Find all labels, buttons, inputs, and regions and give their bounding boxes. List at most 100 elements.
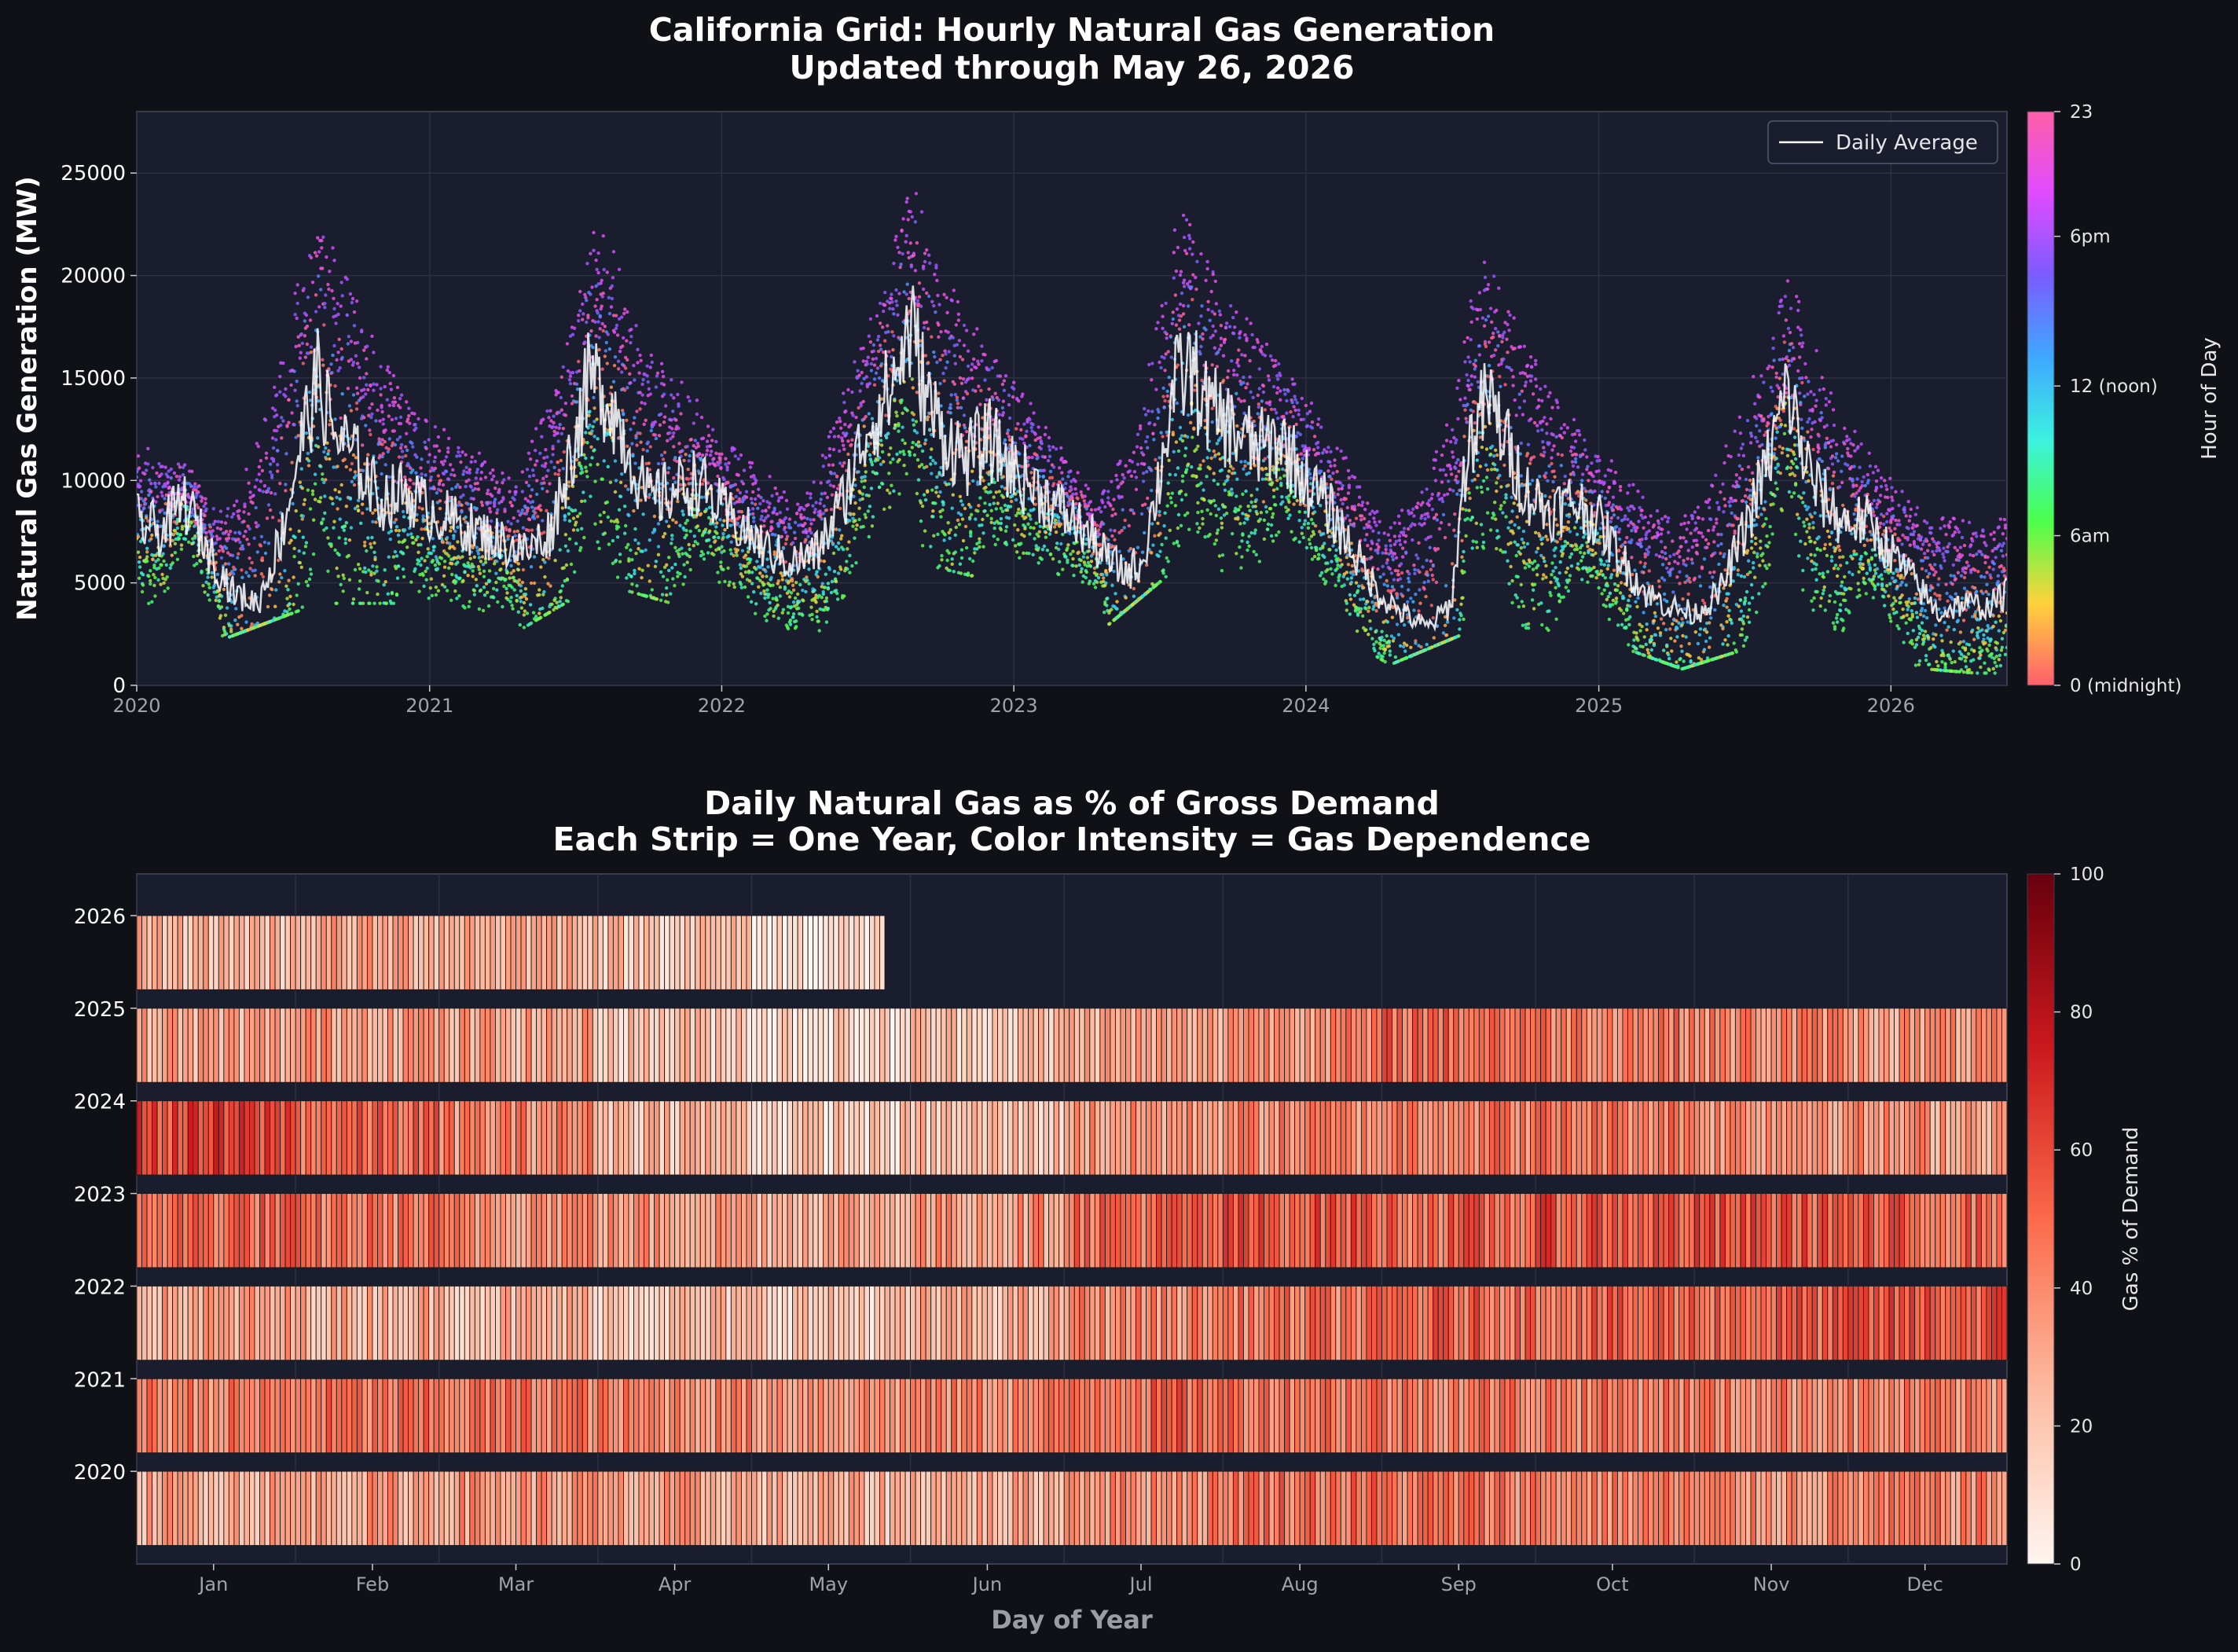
hourly-point bbox=[846, 567, 849, 571]
hourly-point bbox=[901, 412, 904, 415]
hourly-point bbox=[974, 389, 977, 392]
hourly-point bbox=[551, 445, 554, 448]
hourly-point bbox=[339, 583, 343, 586]
hourly-point bbox=[750, 571, 754, 574]
hourly-point bbox=[683, 575, 686, 578]
hourly-point bbox=[911, 215, 914, 218]
hourly-point bbox=[829, 430, 832, 433]
hourly-point bbox=[629, 428, 632, 431]
hourly-point bbox=[1032, 411, 1035, 414]
hourly-point bbox=[475, 507, 479, 510]
hourly-point bbox=[965, 546, 968, 549]
hourly-point bbox=[960, 556, 963, 560]
hourly-point bbox=[157, 482, 160, 485]
hourly-point bbox=[323, 306, 326, 309]
hourly-point bbox=[838, 450, 841, 453]
hourly-point bbox=[954, 534, 957, 537]
hourly-point bbox=[449, 529, 452, 532]
hourly-point bbox=[150, 534, 153, 537]
hourly-point bbox=[941, 508, 944, 512]
hourly-point bbox=[714, 539, 717, 542]
hourly-point bbox=[322, 450, 325, 453]
hourly-point bbox=[868, 453, 871, 457]
hourly-point bbox=[622, 412, 625, 415]
hourly-point bbox=[1131, 461, 1134, 464]
hourly-point bbox=[225, 546, 228, 549]
hourly-point bbox=[464, 466, 468, 469]
hourly-point bbox=[914, 269, 917, 272]
hourly-point bbox=[870, 362, 873, 365]
hourly-point bbox=[206, 593, 209, 597]
hourly-point bbox=[1048, 448, 1051, 451]
hourly-point bbox=[847, 540, 850, 543]
hourly-point bbox=[364, 392, 367, 395]
hourly-point bbox=[871, 463, 874, 466]
hourly-point bbox=[1089, 564, 1092, 567]
hourly-point bbox=[1101, 501, 1104, 504]
hourly-point bbox=[343, 529, 346, 532]
hourly-point bbox=[850, 564, 853, 567]
hourly-point bbox=[780, 496, 783, 499]
hourly-point bbox=[623, 307, 626, 310]
hourly-point bbox=[290, 411, 293, 414]
hourly-point bbox=[1002, 399, 1005, 402]
hourly-point bbox=[525, 481, 528, 484]
hourly-point bbox=[1069, 553, 1072, 556]
hourly-point bbox=[638, 354, 641, 357]
hourly-point bbox=[1001, 406, 1004, 409]
hourly-point bbox=[585, 470, 588, 473]
hourly-point bbox=[902, 453, 905, 456]
hourly-point bbox=[636, 348, 639, 351]
hourly-point bbox=[897, 292, 901, 295]
hourly-point bbox=[263, 541, 266, 544]
hourly-point bbox=[558, 427, 561, 430]
hourly-point bbox=[319, 288, 322, 291]
hourly-point bbox=[435, 593, 438, 597]
hourly-point bbox=[438, 499, 442, 502]
hourly-point bbox=[237, 538, 240, 541]
hourly-point bbox=[463, 606, 466, 609]
hourly-point bbox=[338, 536, 341, 539]
hourly-point bbox=[769, 576, 772, 579]
hourly-point bbox=[388, 437, 391, 440]
hourly-point bbox=[236, 623, 239, 626]
hourly-point bbox=[781, 611, 784, 615]
hourly-point bbox=[324, 478, 327, 481]
hourly-point bbox=[962, 377, 965, 380]
hourly-point bbox=[361, 469, 365, 472]
hourly-point bbox=[861, 493, 864, 496]
hourly-point bbox=[871, 524, 874, 527]
hourly-point bbox=[493, 497, 497, 501]
hourly-point bbox=[794, 581, 798, 584]
hourly-point bbox=[606, 270, 609, 273]
hourly-point bbox=[247, 575, 250, 578]
hourly-point bbox=[678, 572, 681, 575]
hourly-point bbox=[293, 389, 296, 392]
hourly-point bbox=[1000, 528, 1003, 531]
hourly-point bbox=[332, 297, 335, 300]
hourly-point bbox=[978, 545, 981, 549]
hourly-point bbox=[284, 395, 287, 398]
hourly-point bbox=[716, 475, 719, 478]
hourly-point bbox=[421, 514, 424, 517]
hourly-point bbox=[453, 530, 457, 533]
hourly-point bbox=[1080, 571, 1083, 574]
hourly-point bbox=[844, 409, 847, 413]
hourly-point bbox=[517, 568, 520, 571]
hourly-point bbox=[688, 548, 692, 551]
hourly-point bbox=[951, 507, 954, 510]
hourly-point bbox=[881, 325, 884, 329]
hourly-point bbox=[743, 586, 747, 589]
hourly-point bbox=[747, 595, 750, 598]
hourly-point bbox=[401, 450, 404, 453]
hourly-point bbox=[762, 582, 765, 586]
hourly-point bbox=[301, 486, 304, 490]
hourly-point bbox=[295, 345, 298, 348]
hourly-point bbox=[905, 200, 908, 204]
hourly-point bbox=[907, 218, 910, 221]
hourly-point bbox=[265, 457, 268, 460]
hourly-point bbox=[145, 547, 149, 550]
hourly-point bbox=[788, 595, 791, 598]
hourly-point bbox=[449, 526, 453, 529]
hourly-point bbox=[536, 515, 539, 518]
